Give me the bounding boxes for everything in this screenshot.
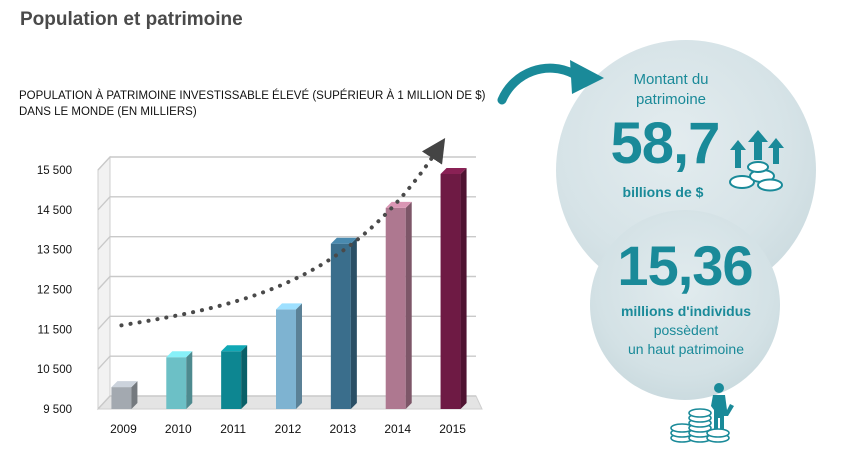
wealthy-people-circle — [590, 210, 780, 400]
gridline — [97, 156, 476, 171]
bar — [330, 237, 357, 409]
page-title: Population et patrimoine — [20, 9, 243, 30]
bar-side — [131, 381, 138, 409]
amount-label: Montant du patrimoine — [596, 70, 746, 110]
bar-front — [221, 351, 242, 409]
coins-rising-icon — [729, 130, 784, 192]
person-on-coins-icon — [670, 383, 734, 443]
curved-arrow-icon — [497, 60, 604, 105]
bar-side — [186, 351, 193, 409]
bar-side — [405, 201, 412, 409]
bar-front — [385, 207, 406, 409]
bar-top — [111, 381, 138, 388]
chart-title-line2: DANS LE MONDE (EN MILLIERS) — [19, 106, 197, 118]
bar-front — [276, 309, 296, 409]
bar — [276, 303, 302, 409]
bar-front — [440, 173, 461, 409]
people-line3: un haut patrimoine — [628, 341, 744, 357]
bar-top — [276, 303, 302, 310]
x-tick-label: 2009 — [110, 422, 137, 436]
chart-title: POPULATION À PATRIMOINE INVESTISSABLE ÉL… — [19, 88, 489, 120]
bar-front — [330, 243, 351, 409]
y-tick-label: 15 500 — [37, 165, 72, 177]
people-value: 15,36 — [617, 234, 753, 297]
x-tick-label: 2012 — [275, 422, 302, 436]
amount-unit: billions de $ — [622, 184, 704, 200]
y-tick-label: 14 500 — [37, 205, 72, 217]
bar-top — [385, 201, 412, 208]
bar-top — [330, 237, 357, 244]
people-unit: millions d'individus — [620, 303, 752, 319]
bar-chart: 9 500 10 500 11 500 12 500 13 500 14 500 15 50… — [37, 137, 483, 436]
bar-side — [460, 167, 467, 409]
y-tick-label: 13 500 — [37, 245, 72, 257]
x-tick-label: 2015 — [439, 422, 466, 436]
bar-side — [296, 303, 302, 409]
amount-value: 58,7 — [610, 111, 721, 176]
y-tick-label: 11 500 — [38, 324, 72, 336]
gridline — [97, 235, 476, 251]
gridline — [97, 196, 476, 211]
bar — [166, 351, 193, 409]
x-tick-label: 2013 — [330, 422, 357, 436]
bar-top — [440, 167, 467, 174]
y-tick-label: 9 500 — [43, 404, 72, 416]
amount-label-line1: Montant du — [633, 71, 709, 88]
amount-label-line2: patrimoine — [635, 91, 707, 108]
bar — [111, 381, 138, 409]
x-tick-label: 2011 — [220, 422, 246, 436]
bar-side — [241, 345, 248, 409]
bar-front — [111, 387, 132, 409]
bar-top — [166, 351, 193, 358]
bar — [221, 345, 248, 409]
x-tick-label: 2010 — [165, 422, 192, 436]
bar — [440, 167, 467, 409]
bar — [385, 201, 412, 409]
bar-side — [350, 237, 357, 409]
bar-top — [221, 345, 248, 352]
chart-title-line1: POPULATION À PATRIMOINE INVESTISSABLE ÉL… — [19, 90, 486, 102]
bar-front — [166, 357, 187, 409]
y-tick-label: 10 500 — [37, 364, 72, 376]
people-line2: possèdent — [653, 322, 719, 338]
y-tick-label: 12 500 — [37, 285, 72, 297]
x-tick-label: 2014 — [384, 422, 411, 436]
